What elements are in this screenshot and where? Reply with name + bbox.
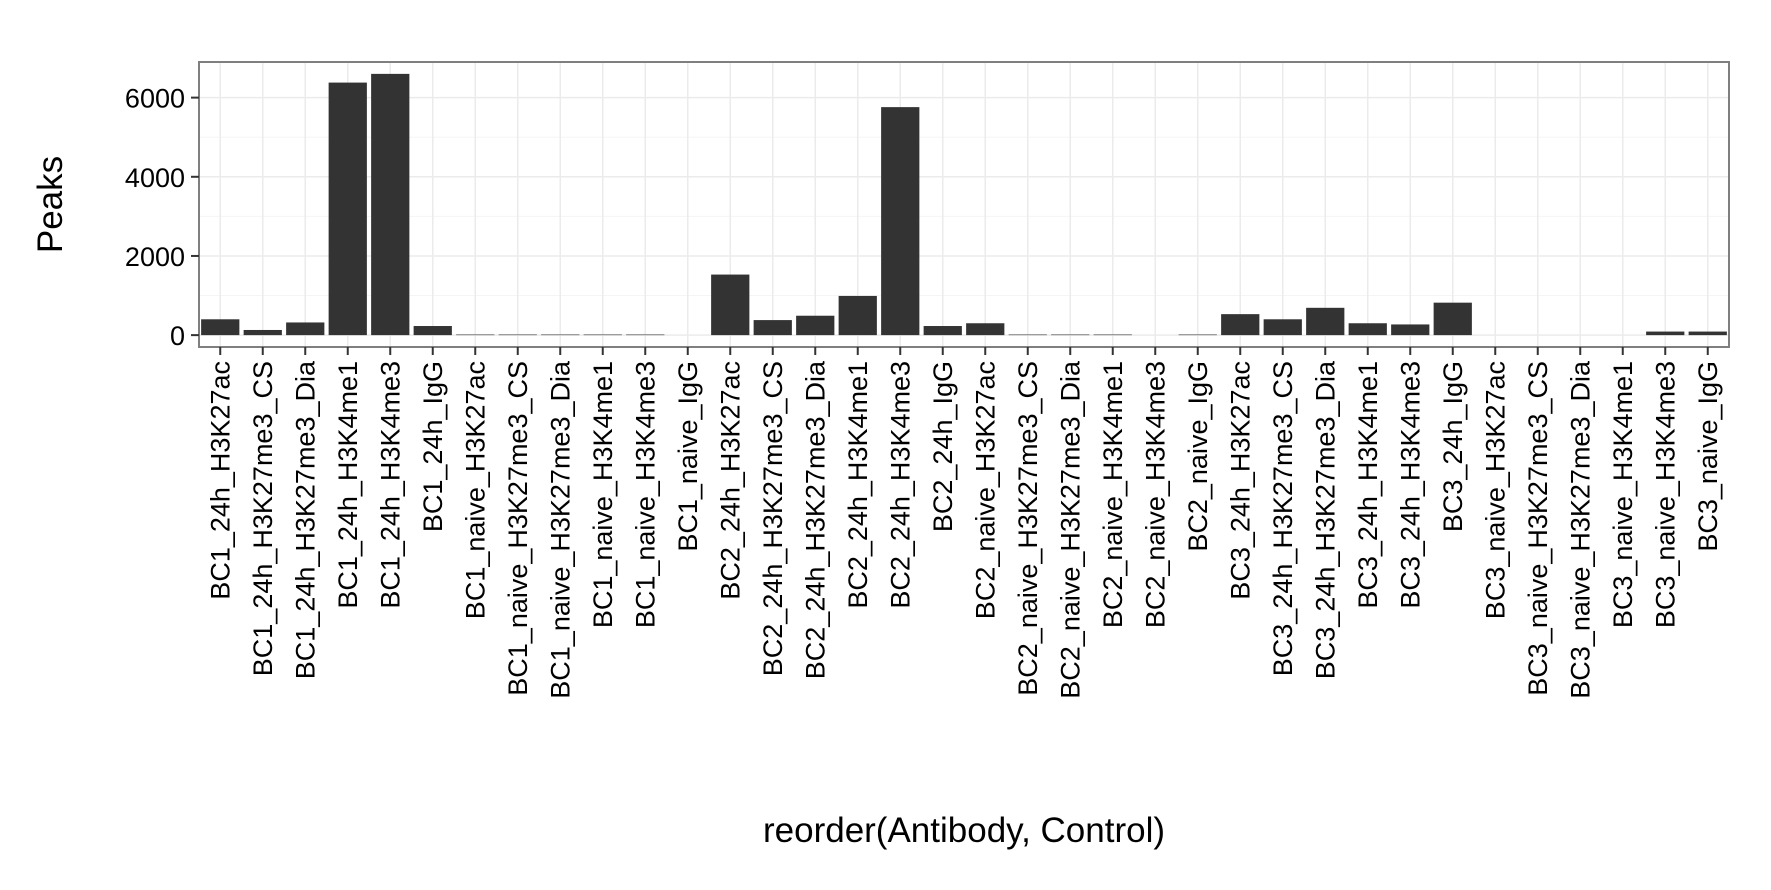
bar-BC2_24h_H3K27me3_Dia (796, 315, 835, 336)
x-tick-label: BC1_24h_H3K4me1 (333, 361, 363, 609)
x-tick-label: BC3_24h_H3K4me3 (1395, 361, 1425, 609)
x-tick-label: BC3_24h_H3K27ac (1225, 361, 1255, 600)
bar-BC1_24h_H3K27me3_CS (243, 329, 282, 336)
bar-BC3_naive_IgG (1688, 331, 1727, 336)
x-tick-label: BC2_naive_H3K27me3_Dia (1055, 360, 1085, 699)
bar-BC1_24h_IgG (413, 326, 452, 336)
bar-BC2_naive_H3K27ac (966, 323, 1005, 336)
x-tick-label: BC3_naive_H3K27me3_Dia (1565, 360, 1595, 699)
bar-BC3_24h_H3K27ac (1221, 314, 1260, 336)
bar-BC3_24h_H3K27me3_CS (1263, 319, 1302, 336)
x-tick-label: BC1_naive_H3K27ac (460, 361, 490, 619)
panel-border (198, 61, 1730, 348)
x-tick-label: BC3_24h_H3K27me3_CS (1268, 361, 1298, 676)
x-tick-label: BC2_naive_H3K4me3 (1140, 361, 1170, 628)
bar-BC3_24h_H3K27me3_Dia (1306, 307, 1345, 336)
x-tick-label: BC1_24h_IgG (418, 361, 448, 532)
x-tick-label: BC3_24h_IgG (1438, 361, 1468, 532)
x-tick-label: BC1_naive_IgG (673, 361, 703, 552)
bar-BC2_24h_H3K27ac (711, 274, 750, 336)
x-tick-label: BC1_24h_H3K27me3_CS (248, 361, 278, 676)
bar-BC1_naive_H3K27me3_Dia (541, 334, 580, 336)
x-tick-label: BC1_24h_H3K27me3_Dia (290, 360, 320, 679)
bar-BC1_24h_H3K27ac (201, 319, 240, 336)
x-tick-label: BC3_naive_IgG (1693, 361, 1723, 552)
bar-BC2_24h_H3K4me1 (838, 295, 877, 336)
x-tick-label: BC2_24h_H3K27me3_Dia (800, 360, 830, 679)
bar-BC1_naive_H3K4me1 (583, 334, 622, 336)
bar-BC3_naive_H3K4me3 (1646, 331, 1685, 336)
x-tick-label: BC3_24h_H3K27me3_Dia (1310, 360, 1340, 679)
x-tick-label: BC2_naive_IgG (1183, 361, 1213, 552)
x-tick-label: BC1_naive_H3K4me3 (630, 361, 660, 628)
bar-BC2_naive_H3K27me3_CS (1008, 334, 1047, 336)
bar-BC1_naive_H3K4me3 (626, 334, 665, 336)
x-tick-label: BC2_naive_H3K27me3_CS (1013, 361, 1043, 696)
bar-BC2_naive_IgG (1178, 334, 1217, 336)
x-tick-label: BC2_naive_H3K27ac (970, 361, 1000, 619)
x-tick-label: BC2_24h_IgG (928, 361, 958, 532)
x-tick-label: BC1_24h_H3K4me3 (375, 361, 405, 609)
bar-BC2_naive_H3K27me3_Dia (1051, 334, 1090, 336)
minor-gridlines (199, 136, 1729, 297)
bar-BC1_naive_H3K27me3_CS (498, 334, 537, 336)
x-axis: BC1_24h_H3K27ac BC1_24h_H3K27me3_CS BC1_24… (205, 347, 1723, 699)
x-tick-label: BC2_24h_H3K4me1 (843, 361, 873, 609)
bar-BC2_naive_H3K4me1 (1093, 334, 1132, 336)
bar-BC2_24h_IgG (923, 326, 962, 336)
x-tick-label: BC2_naive_H3K4me1 (1098, 361, 1128, 628)
y-tick-label: 0 (170, 321, 185, 351)
x-tick-label: BC3_naive_H3K4me3 (1650, 361, 1680, 628)
x-tick-label: BC2_24h_H3K27me3_CS (758, 361, 788, 676)
x-tick-label: BC3_naive_H3K27ac (1480, 361, 1510, 619)
x-tick-label: BC2_24h_H3K27ac (715, 361, 745, 600)
bar-BC3_24h_H3K4me1 (1348, 323, 1387, 336)
x-tick-label: BC1_naive_H3K27me3_Dia (545, 360, 575, 699)
bars-group (201, 73, 1727, 336)
x-tick-label: BC3_naive_H3K4me1 (1608, 361, 1638, 628)
y-axis-title: Peaks (31, 156, 70, 253)
x-axis-title: reorder(Antibody, Control) (763, 811, 1165, 850)
bar-BC2_24h_H3K27me3_CS (753, 320, 792, 336)
y-axis: 0 2000 4000 6000 (125, 84, 199, 351)
x-tick-label: BC3_naive_H3K27me3_CS (1523, 361, 1553, 696)
bar-BC2_24h_H3K4me3 (881, 107, 920, 336)
bar-BC3_24h_H3K4me3 (1391, 324, 1430, 336)
x-tick-label: BC1_24h_H3K27ac (205, 361, 235, 600)
bar-BC1_naive_H3K27ac (456, 334, 495, 336)
x-tick-label: BC1_naive_H3K4me1 (588, 361, 618, 628)
y-tick-label: 2000 (125, 242, 185, 272)
bar-BC3_24h_IgG (1433, 302, 1472, 336)
x-tick-label: BC2_24h_H3K4me3 (885, 361, 915, 609)
bar-BC1_24h_H3K27me3_Dia (286, 322, 325, 336)
x-tick-label: BC1_naive_H3K27me3_CS (503, 361, 533, 696)
panel-background (199, 62, 1729, 347)
bar-BC1_24h_H3K4me1 (328, 82, 367, 336)
x-tick-label: BC3_24h_H3K4me1 (1353, 361, 1383, 609)
y-tick-label: 4000 (125, 163, 185, 193)
bar-BC1_24h_H3K4me3 (371, 73, 410, 336)
y-tick-label: 6000 (125, 84, 185, 114)
